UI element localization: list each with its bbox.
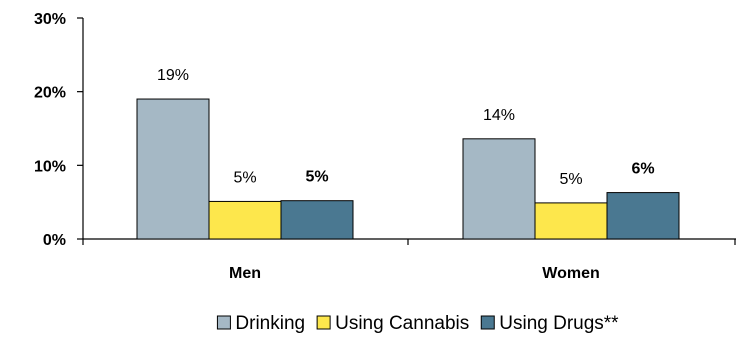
- data-label: 6%: [631, 161, 654, 178]
- legend-label: Using Cannabis: [335, 313, 469, 334]
- data-label: 5%: [305, 169, 328, 186]
- data-label: 5%: [559, 171, 582, 188]
- legend-swatch: [216, 315, 231, 330]
- bars: [136, 98, 680, 240]
- legend-swatch: [480, 315, 495, 330]
- data-label: 5%: [233, 169, 256, 186]
- legend: Drinking Using Cannabis Using Drugs**: [216, 313, 619, 334]
- data-label: 19%: [157, 67, 189, 84]
- bar-using-cannabis-women: [534, 202, 608, 240]
- y-tick-label: 10%: [34, 158, 66, 175]
- bar-using-drugs-men: [280, 200, 354, 240]
- y-tick-label: 20%: [34, 85, 66, 102]
- legend-item: Using Cannabis: [316, 313, 469, 334]
- legend-label: Using Drugs**: [499, 313, 619, 334]
- bar-drinking-men: [136, 98, 210, 240]
- legend-item: Drinking: [216, 313, 305, 334]
- data-labels: 19% 14% 5% 5% 5% 6%: [157, 67, 655, 188]
- y-tick-label: 0%: [43, 232, 66, 249]
- x-category-label: Women: [542, 265, 599, 282]
- bar-using-cannabis-men: [208, 200, 282, 240]
- bar-using-drugs-women: [606, 192, 680, 240]
- data-label: 14%: [483, 107, 515, 124]
- legend-item: Using Drugs**: [480, 313, 619, 334]
- bar-drinking-women: [462, 138, 536, 240]
- x-category-label: Men: [229, 265, 261, 282]
- legend-label: Drinking: [235, 313, 305, 334]
- legend-swatch: [316, 315, 331, 330]
- y-tick-label: 30%: [34, 11, 66, 28]
